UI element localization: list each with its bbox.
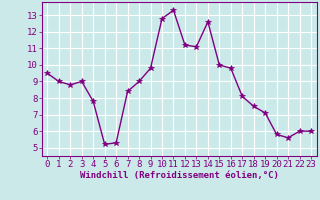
X-axis label: Windchill (Refroidissement éolien,°C): Windchill (Refroidissement éolien,°C) bbox=[80, 171, 279, 180]
